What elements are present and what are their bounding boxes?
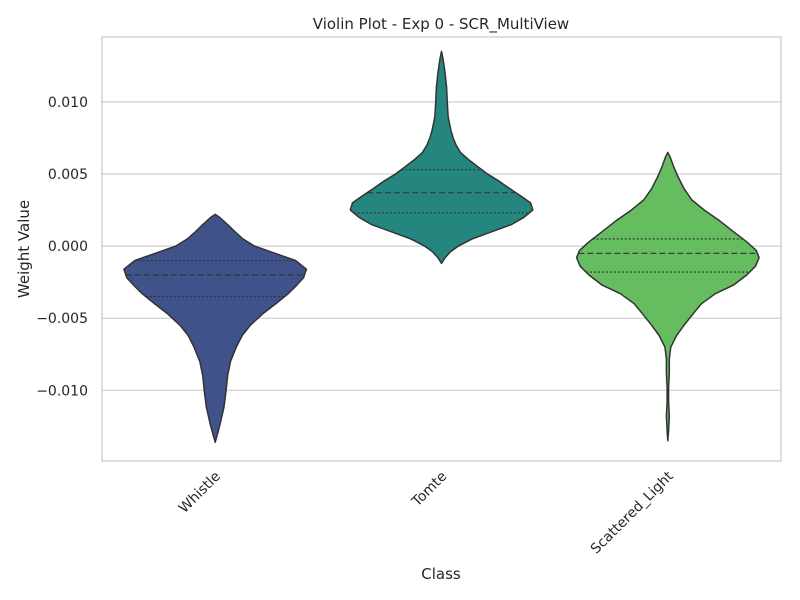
y-tick-label: 0.000: [48, 239, 88, 255]
y-axis-label: Weight Value: [15, 200, 33, 298]
x-tick-label: Tomte: [408, 469, 450, 511]
violin-tomte: [349, 50, 534, 265]
x-tick-label: Scattered_Light: [588, 468, 677, 557]
plot-frame: [101, 36, 782, 462]
violin-scattered-light: [575, 151, 760, 442]
y-tick-label: 0.010: [48, 95, 88, 111]
y-tick-labels: −0.010 −0.005 0.000 0.005 0.010: [36, 95, 88, 399]
y-tick-label: −0.010: [36, 383, 88, 399]
y-tick-label: −0.005: [36, 311, 88, 327]
x-tick-label: Whistle: [176, 469, 224, 517]
x-tick-labels: Whistle Tomte Scattered_Light: [176, 468, 677, 557]
y-tick-label: 0.005: [48, 167, 88, 183]
x-axis-label: Class: [421, 565, 461, 583]
chart-title: Violin Plot - Exp 0 - SCR_MultiView: [313, 15, 569, 34]
violin-whistle: [123, 213, 308, 444]
violin-layer: [123, 50, 760, 444]
